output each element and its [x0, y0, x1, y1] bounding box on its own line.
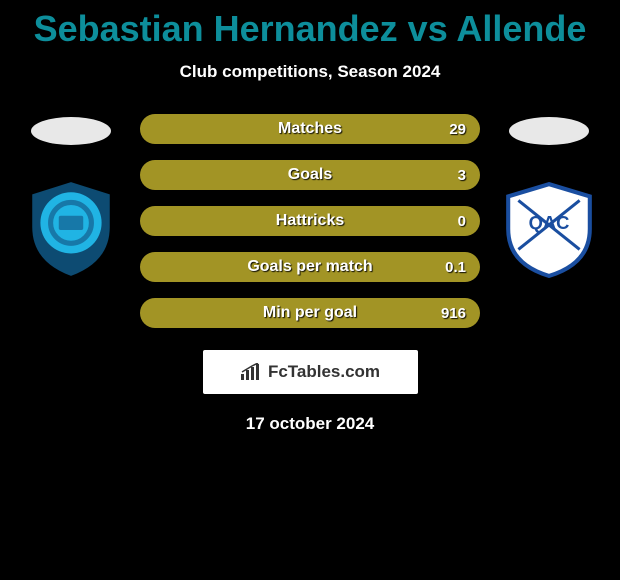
stat-value-right: 0	[458, 213, 466, 230]
stat-value-right: 916	[441, 305, 466, 322]
svg-text:QAC: QAC	[529, 212, 570, 233]
stat-value-right: 3	[458, 167, 466, 184]
stat-value-right: 29	[449, 121, 466, 138]
stat-row-goals-per-match: Goals per match 0.1	[140, 252, 480, 282]
brand-box[interactable]: FcTables.com	[203, 350, 418, 394]
date-line: 17 october 2024	[0, 414, 620, 434]
comparison-content: Matches 29 Goals 3 Hattricks 0 Goals per…	[0, 114, 620, 328]
stat-label: Hattricks	[276, 212, 344, 230]
player-left-silhouette-icon	[29, 114, 113, 148]
stat-label: Goals	[288, 166, 332, 184]
brand-text: FcTables.com	[268, 362, 380, 382]
club-left-badge-icon	[20, 178, 122, 280]
player-left-column	[20, 114, 122, 280]
page-title: Sebastian Hernandez vs Allende	[0, 0, 620, 50]
club-right-badge-icon: QAC	[498, 178, 600, 280]
stat-row-goals: Goals 3	[140, 160, 480, 190]
page-subtitle: Club competitions, Season 2024	[0, 62, 620, 82]
stat-value-right: 0.1	[445, 259, 466, 276]
stat-label: Min per goal	[263, 304, 357, 322]
player-right-column: QAC	[498, 114, 600, 280]
stat-row-min-per-goal: Min per goal 916	[140, 298, 480, 328]
stat-label: Matches	[278, 120, 342, 138]
stat-row-matches: Matches 29	[140, 114, 480, 144]
stat-label: Goals per match	[247, 258, 372, 276]
stat-row-hattricks: Hattricks 0	[140, 206, 480, 236]
player-right-silhouette-icon	[507, 114, 591, 148]
stat-bars: Matches 29 Goals 3 Hattricks 0 Goals per…	[140, 114, 480, 328]
brand-chart-icon	[240, 363, 262, 381]
